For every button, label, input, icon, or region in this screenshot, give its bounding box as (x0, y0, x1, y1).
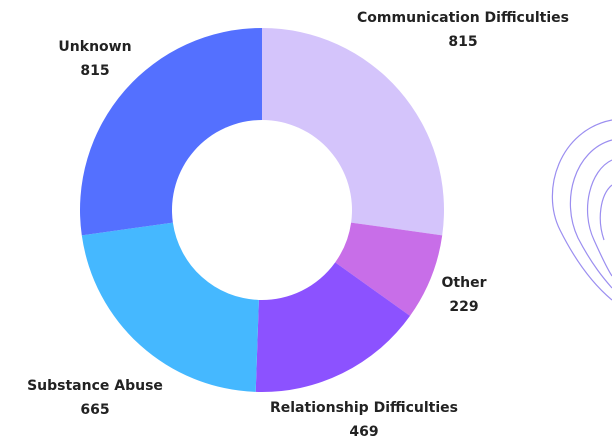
donut-slice (81, 222, 259, 392)
slice-label: Other (442, 275, 487, 291)
slice-value: 665 (80, 402, 109, 418)
slice-value: 815 (448, 34, 477, 50)
slice-value: 815 (80, 63, 109, 79)
donut-slice (79, 28, 262, 236)
donut-slice (255, 262, 411, 393)
decoration (551, 119, 612, 301)
donut-slice (335, 222, 443, 316)
slice-label: Unknown (58, 39, 131, 55)
donut-slice (262, 28, 444, 236)
slice-label: Communication Difficulties (357, 10, 569, 26)
slice-value: 469 (349, 424, 378, 440)
slice-label: Relationship Difficulties (270, 400, 458, 416)
slice-value: 229 (449, 299, 478, 315)
slice-label: Substance Abuse (27, 378, 163, 394)
